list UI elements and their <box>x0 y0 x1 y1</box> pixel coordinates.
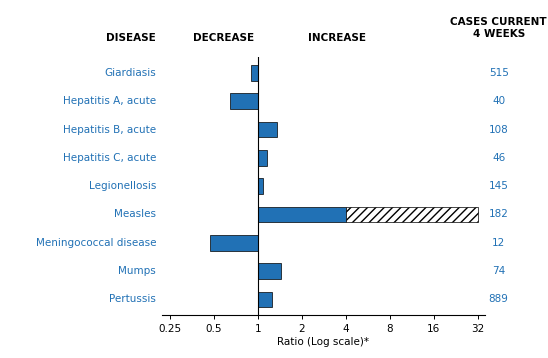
Text: 515: 515 <box>489 68 509 78</box>
Text: 46: 46 <box>492 153 505 163</box>
Text: Legionellosis: Legionellosis <box>89 181 156 191</box>
Text: DECREASE: DECREASE <box>192 33 254 43</box>
Text: CASES CURRENT
4 WEEKS: CASES CURRENT 4 WEEKS <box>450 17 547 39</box>
Text: 12: 12 <box>492 238 505 248</box>
Bar <box>346 207 477 222</box>
Text: Hepatitis B, acute: Hepatitis B, acute <box>63 125 156 135</box>
Text: Giardiasis: Giardiasis <box>105 68 156 78</box>
Text: 145: 145 <box>489 181 509 191</box>
Text: 108: 108 <box>489 125 509 135</box>
Text: 182: 182 <box>489 209 509 219</box>
Bar <box>258 178 262 194</box>
Bar <box>210 235 258 251</box>
Bar <box>258 292 272 307</box>
Text: Measles: Measles <box>114 209 156 219</box>
Text: Meningococcal disease: Meningococcal disease <box>36 238 156 248</box>
Text: 74: 74 <box>492 266 505 276</box>
Text: Hepatitis C, acute: Hepatitis C, acute <box>63 153 156 163</box>
Bar <box>258 263 281 279</box>
Text: Pertussis: Pertussis <box>109 295 156 304</box>
Text: Mumps: Mumps <box>118 266 156 276</box>
Text: DISEASE: DISEASE <box>106 33 156 43</box>
X-axis label: Ratio (Log scale)*: Ratio (Log scale)* <box>277 337 369 347</box>
Bar <box>230 93 258 109</box>
Bar <box>258 122 277 137</box>
Bar <box>258 150 266 166</box>
Text: Hepatitis A, acute: Hepatitis A, acute <box>63 96 156 106</box>
Text: 40: 40 <box>492 96 505 106</box>
Bar <box>251 65 258 81</box>
Text: INCREASE: INCREASE <box>308 33 366 43</box>
Text: 889: 889 <box>489 295 509 304</box>
Bar <box>258 207 346 222</box>
